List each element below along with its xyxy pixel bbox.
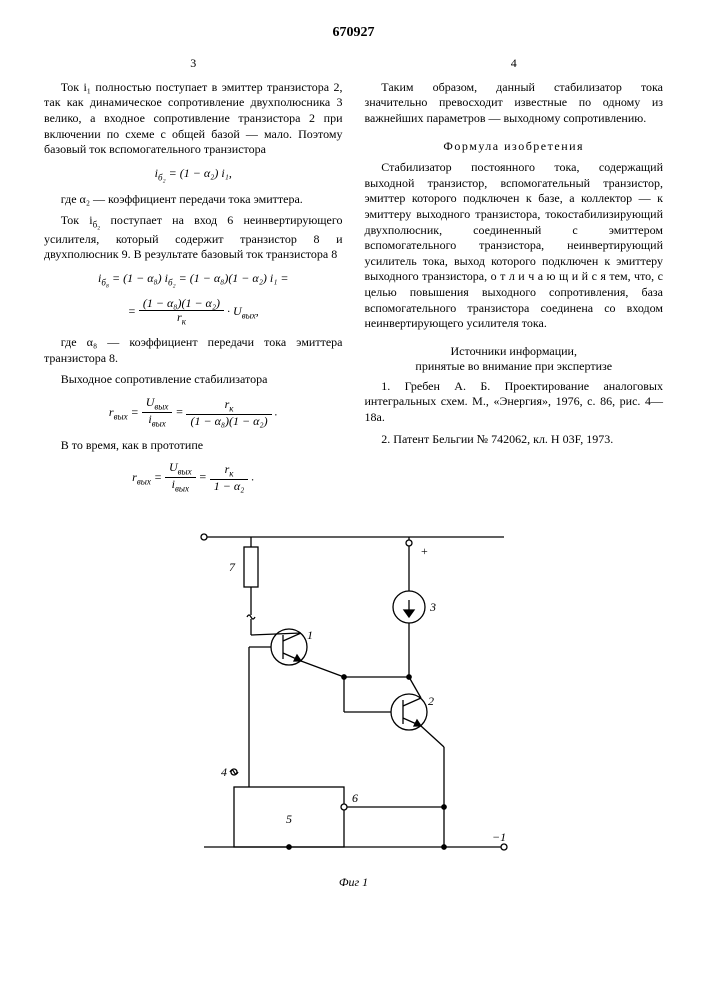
source-item: 1. Гребен А. Б. Проектирование аналоговы… — [365, 379, 664, 426]
figure-caption: Фиг 1 — [44, 875, 663, 891]
svg-text:+: + — [421, 544, 428, 558]
svg-text:7: 7 — [229, 560, 236, 574]
document-number: 670927 — [44, 24, 663, 42]
figure: 7 3 +1 2 5 4 6 −1 — [44, 527, 663, 867]
svg-text:2: 2 — [428, 694, 434, 708]
paragraph: В то время, как в прототипе — [44, 438, 343, 454]
two-column-body: 3 Ток i₁ полностью поступает в эмиттер т… — [44, 56, 663, 503]
svg-text:3: 3 — [429, 600, 436, 614]
svg-text:1: 1 — [307, 628, 313, 642]
svg-text:5: 5 — [286, 812, 292, 826]
paragraph: Таким образом, данный стабилизатор тока … — [365, 80, 664, 127]
left-column-number: 3 — [44, 56, 343, 72]
paragraph: где α₂ — коэффициент передачи тока эмитт… — [44, 192, 343, 208]
paragraph: Выходное сопротивление стабилизатора — [44, 372, 343, 388]
circuit-diagram: 7 3 +1 2 5 4 6 −1 — [194, 527, 514, 867]
formula: iб₈ = (1 − α₈) iб₂ = (1 − α₈)(1 − α₂) i₁… — [44, 271, 343, 289]
formula: rвых = Uвыхiвых = rк(1 − α₈)(1 − α₂) . — [44, 396, 343, 430]
sources-title-line1: Источники информации, — [365, 344, 664, 360]
svg-text:−1: −1 — [492, 830, 506, 844]
svg-text:4: 4 — [221, 765, 227, 779]
svg-text:6: 6 — [352, 791, 358, 805]
formula: iб₂ = (1 − α₂) i₁, — [44, 166, 343, 184]
formula: = (1 − α₈)(1 − α₂)rк · Uвых, — [44, 297, 343, 327]
claim-text: Стабилизатор постоянного тока, содержащи… — [365, 160, 664, 332]
sources-title-line2: принятые во внимание при экспертизе — [365, 359, 664, 375]
paragraph: где α₈ — коэффициент передачи тока эмитт… — [44, 335, 343, 366]
paragraph: Ток iб₂ поступает на вход 6 неинвертирую… — [44, 213, 343, 262]
formula: rвых = Uвыхiвых = rк1 − α₂ . — [44, 461, 343, 495]
right-column-number: 4 — [365, 56, 664, 72]
paragraph: Ток i₁ полностью поступает в эмиттер тра… — [44, 80, 343, 158]
right-column: 4 Таким образом, данный стабилизатор ток… — [365, 56, 664, 503]
left-column: 3 Ток i₁ полностью поступает в эмиттер т… — [44, 56, 343, 503]
page: 670927 3 Ток i₁ полностью поступает в эм… — [0, 0, 707, 900]
source-item: 2. Патент Бельгии № 742062, кл. H 03F, 1… — [365, 432, 664, 448]
claims-title: Формула изобретения — [365, 139, 664, 155]
